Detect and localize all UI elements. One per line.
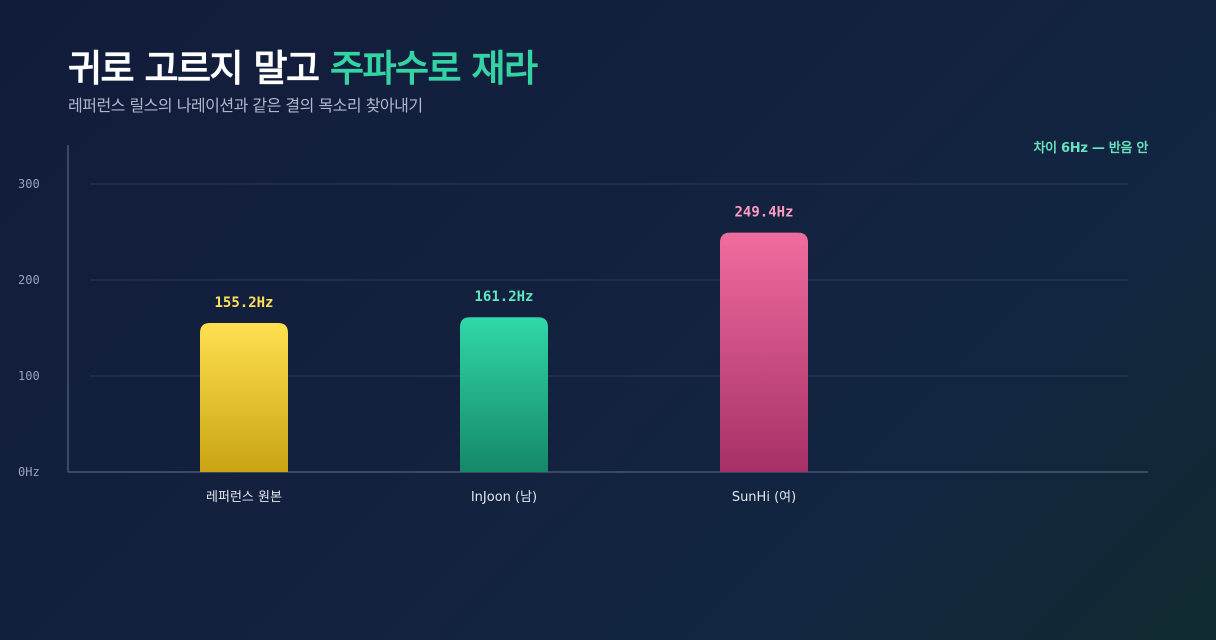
y-tick-label: 200 <box>18 273 40 287</box>
page-title: 귀로 고르지 말고 주파수로 재라 <box>68 38 538 92</box>
bar-0 <box>200 323 288 472</box>
title-plain: 귀로 고르지 말고 <box>68 47 330 90</box>
page-subtitle: 레퍼런스 릴스의 나레이션과 같은 결의 목소리 찾아내기 <box>68 96 423 115</box>
y-tick-label: 300 <box>18 177 40 191</box>
data-label-2: 249.4Hz <box>734 205 793 221</box>
data-label-1: 161.2Hz <box>474 289 533 305</box>
bar-1 <box>460 317 548 472</box>
y-tick-label: 0Hz <box>18 465 40 479</box>
category-label-2: SunHi (여) <box>732 490 796 505</box>
difference-annotation: 차이 6Hz — 반음 안 <box>1033 141 1149 156</box>
data-label-0: 155.2Hz <box>214 295 273 311</box>
bar-2 <box>720 232 808 472</box>
title-accent: 주파수로 재라 <box>329 47 538 90</box>
category-label-1: InJoon (남) <box>471 490 537 505</box>
category-label-0: 레퍼런스 원본 <box>206 490 282 505</box>
y-tick-label: 100 <box>18 369 40 383</box>
